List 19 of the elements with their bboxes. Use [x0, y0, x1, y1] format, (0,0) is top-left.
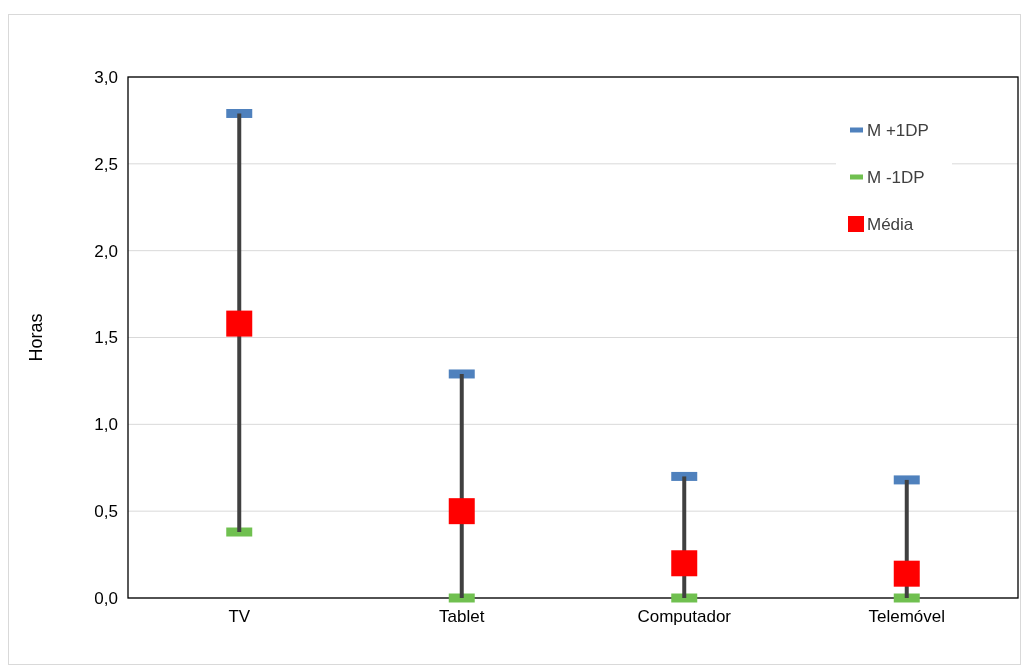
y-axis-title: Horas [26, 313, 46, 362]
y-tick-label: 1,5 [94, 328, 118, 348]
point [671, 550, 698, 577]
y-tick-label: 1,0 [94, 415, 118, 435]
x-tick-label: Telemóvel [868, 607, 946, 627]
x-tick-label: TV [228, 607, 251, 627]
y-tick-label: 2,5 [94, 154, 118, 174]
point [226, 310, 253, 337]
y-tick-label: 2,0 [94, 241, 118, 261]
y-tick-label: 3,0 [94, 67, 118, 87]
x-tick-label: Tablet [439, 607, 485, 627]
point [448, 498, 475, 525]
x-tick-label: Computador [637, 607, 732, 627]
point [893, 560, 920, 587]
legend-label: M +1DP [867, 121, 929, 140]
y-tick-label: 0,0 [94, 588, 118, 608]
legend-label: Média [867, 215, 914, 234]
y-tick-label: 0,5 [94, 502, 118, 522]
legend-label: M -1DP [867, 168, 925, 187]
